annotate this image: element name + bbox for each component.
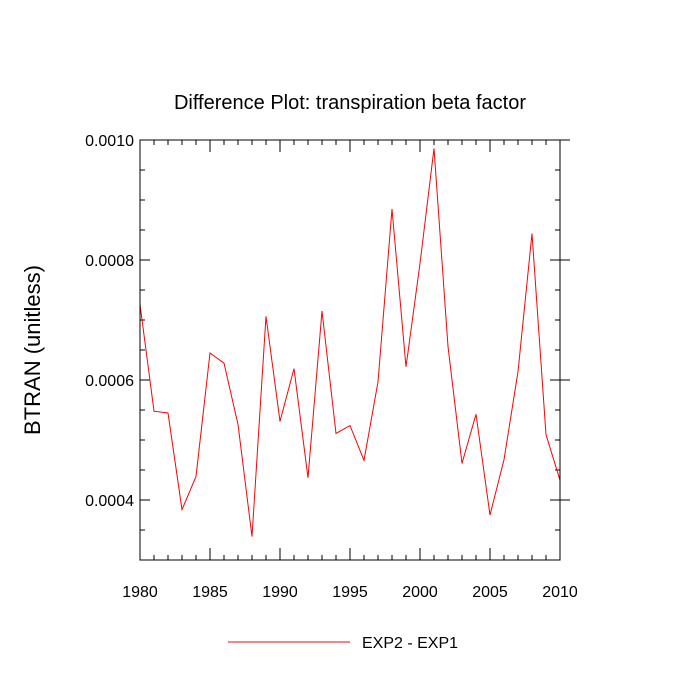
legend: EXP2 - EXP1 (228, 635, 458, 652)
x-tick-label: 1985 (192, 584, 228, 601)
y-tick-label: 0.0008 (85, 253, 134, 270)
y-tick-label: 0.0004 (85, 493, 134, 510)
series-line-exp2-exp1 (139, 148, 561, 537)
y-tick-label: 0.0010 (85, 133, 134, 150)
axis-ticks (139, 139, 570, 561)
legend-label-exp2-exp1: EXP2 - EXP1 (362, 635, 458, 652)
y-axis-label: BTRAN (unitless) (20, 265, 45, 435)
series-group (139, 148, 561, 537)
chart-title: Difference Plot: transpiration beta fact… (174, 92, 526, 114)
plot-frame (139, 139, 561, 561)
x-tick-label: 1995 (332, 584, 368, 601)
tick-labels: 1980 1985 1990 1995 2000 2005 2010 0.0004 0.0006… (85, 133, 578, 601)
x-tick-label: 2000 (402, 584, 438, 601)
x-tick-label: 1990 (262, 584, 298, 601)
y-tick-label: 0.0006 (85, 373, 134, 390)
x-tick-label: 1980 (122, 584, 158, 601)
x-tick-label: 2010 (542, 584, 578, 601)
x-tick-label: 2005 (472, 584, 508, 601)
